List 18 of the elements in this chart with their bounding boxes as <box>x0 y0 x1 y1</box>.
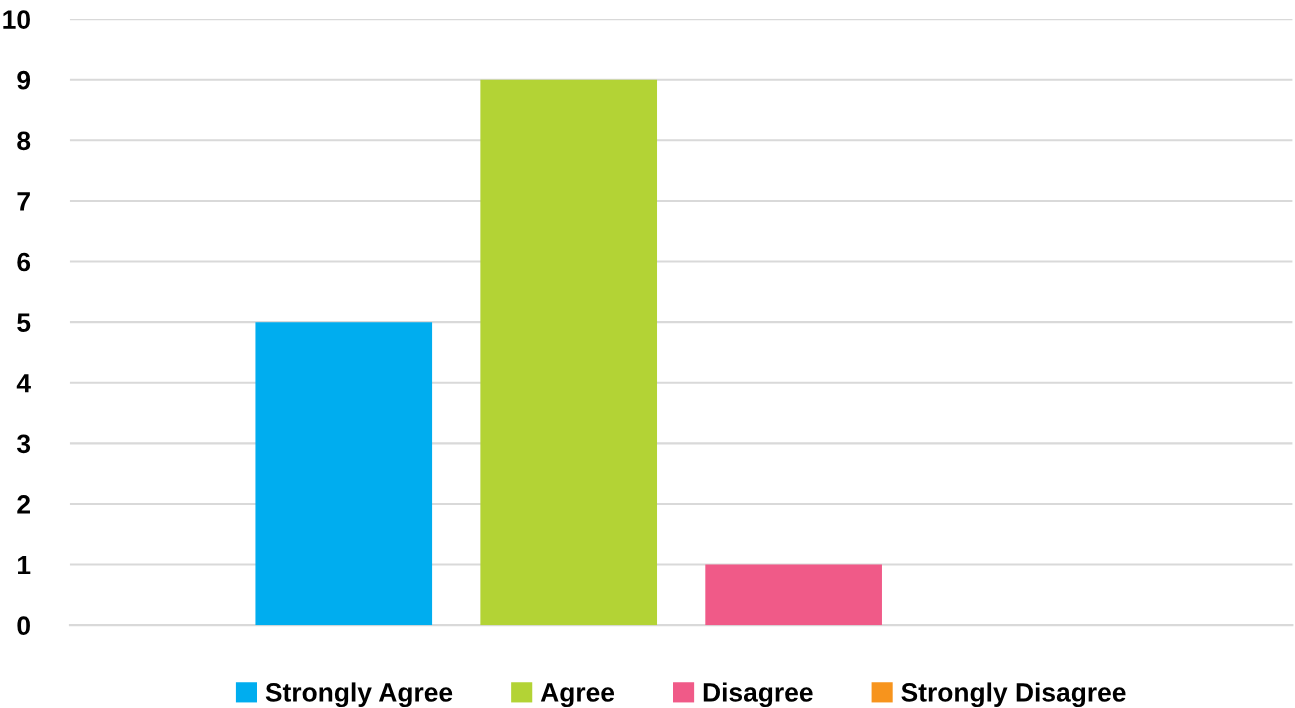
y-tick-label: 7 <box>17 192 30 211</box>
legend-label: Strongly Agree <box>265 682 453 708</box>
y-tick-label: 9 <box>17 70 31 90</box>
y-tick-label: 4 <box>16 374 31 393</box>
bar <box>705 564 882 626</box>
legend-label: Agree <box>540 683 615 708</box>
y-tick-label: 2 <box>17 495 30 514</box>
legend-label: Strongly Disagree <box>901 682 1126 708</box>
y-tick-label: 10 <box>3 10 30 29</box>
y-tick-label: 0 <box>17 616 30 635</box>
y-tick-label: 3 <box>16 434 31 454</box>
y-tick-label: 1 <box>18 555 31 575</box>
bar <box>255 322 433 626</box>
legend-label: Disagree <box>703 682 813 708</box>
y-tick-label: 6 <box>17 252 31 272</box>
y-tick-label: 8 <box>17 131 31 151</box>
bar <box>480 79 658 626</box>
y-tick-label: 5 <box>17 313 31 332</box>
